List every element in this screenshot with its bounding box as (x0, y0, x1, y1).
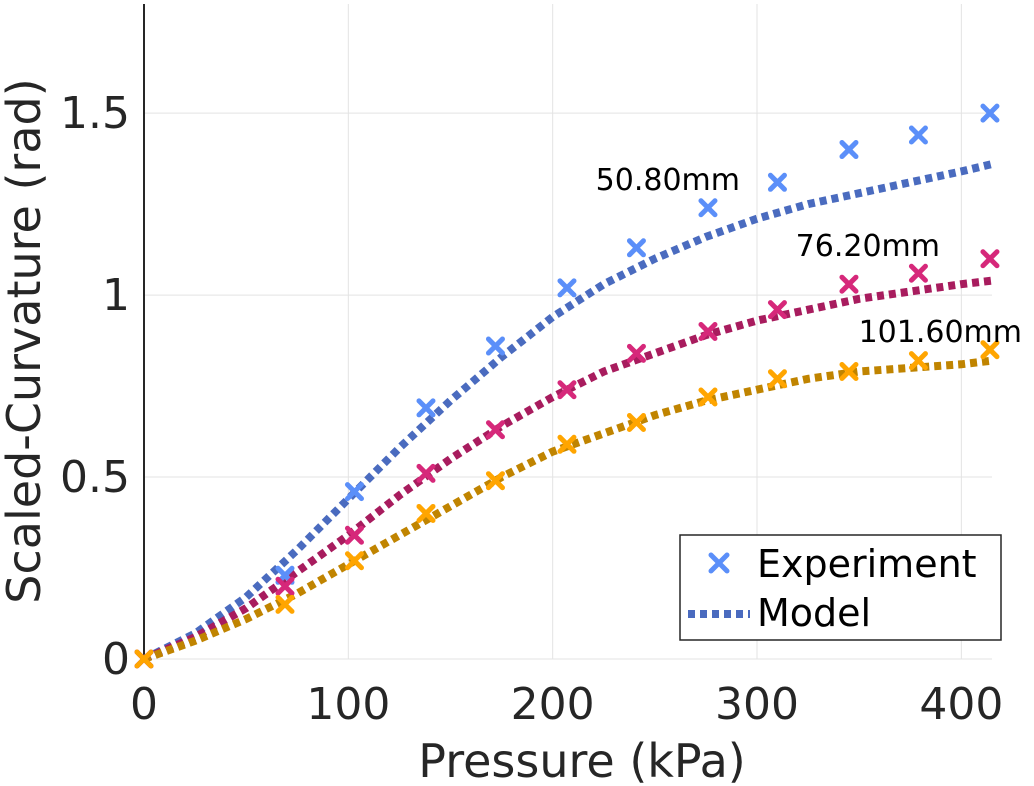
experiment-marker (485, 420, 505, 440)
experiment-marker (557, 434, 577, 454)
experiment-marker (980, 249, 1000, 269)
experiment-marker (344, 525, 364, 545)
legend-marker-cross (708, 552, 730, 574)
series-annotation: 50.80mm (596, 163, 740, 198)
experiment-markers (134, 103, 1000, 669)
x-axis-label: Pressure (kPa) (418, 734, 745, 786)
experiment-marker (416, 463, 436, 483)
x-tick-label: 0 (130, 679, 158, 730)
legend-box (679, 534, 1002, 641)
experiment-marker (698, 322, 718, 341)
legend-model-label: Model (757, 591, 871, 635)
experiment-marker (767, 300, 787, 320)
experiment-marker (134, 649, 154, 669)
experiment-marker (485, 336, 505, 356)
model-line (142, 276, 993, 663)
model-line (142, 160, 993, 663)
y-tick-label: 1.5 (60, 88, 130, 139)
experiment-marker (839, 274, 859, 294)
experiment-marker (275, 594, 295, 614)
legend: Experiment Model (679, 534, 1002, 641)
x-tick-label: 300 (715, 679, 799, 730)
experiment-marker (557, 380, 577, 400)
tick-labels: 0 100 200 300 400 0 0.5 1 1.5 (60, 88, 1003, 730)
experiment-marker (908, 125, 928, 145)
experiment-marker (557, 278, 577, 298)
experiment-marker (275, 576, 295, 596)
x-tick-label: 400 (919, 679, 1003, 730)
x-tick-label: 100 (306, 679, 390, 730)
series-annotation: 76.20mm (796, 229, 940, 264)
experiment-marker (416, 503, 436, 523)
legend-experiment-label: Experiment (757, 542, 977, 586)
experiment-marker (698, 387, 718, 407)
series-annotations: 50.80mm 76.20mm 101.60mm (596, 163, 1022, 350)
experiment-marker (416, 398, 436, 418)
legend-experiment-marker (708, 552, 730, 574)
x-tick-label: 200 (511, 679, 595, 730)
experiment-marker (626, 343, 646, 363)
y-tick-label: 0 (102, 634, 130, 685)
experiment-marker (767, 172, 787, 192)
y-tick-label: 1 (102, 270, 130, 321)
experiment-marker (344, 551, 364, 571)
experiment-marker (980, 103, 1000, 123)
experiment-marker (626, 412, 646, 432)
experiment-marker (839, 140, 859, 160)
experiment-marker (626, 238, 646, 258)
series-annotation: 101.60mm (859, 315, 1022, 350)
experiment-marker (908, 351, 928, 371)
grid-lines (143, 4, 992, 660)
experiment-marker (344, 482, 364, 502)
experiment-marker (839, 362, 859, 382)
experiment-marker (698, 198, 718, 218)
y-axis-label: Scaled-Curvature (rad) (0, 78, 51, 603)
experiment-marker (767, 369, 787, 389)
experiment-marker (485, 471, 505, 491)
experiment-marker (908, 263, 928, 283)
experiment-marker (980, 340, 1000, 360)
y-tick-label: 0.5 (60, 452, 130, 503)
